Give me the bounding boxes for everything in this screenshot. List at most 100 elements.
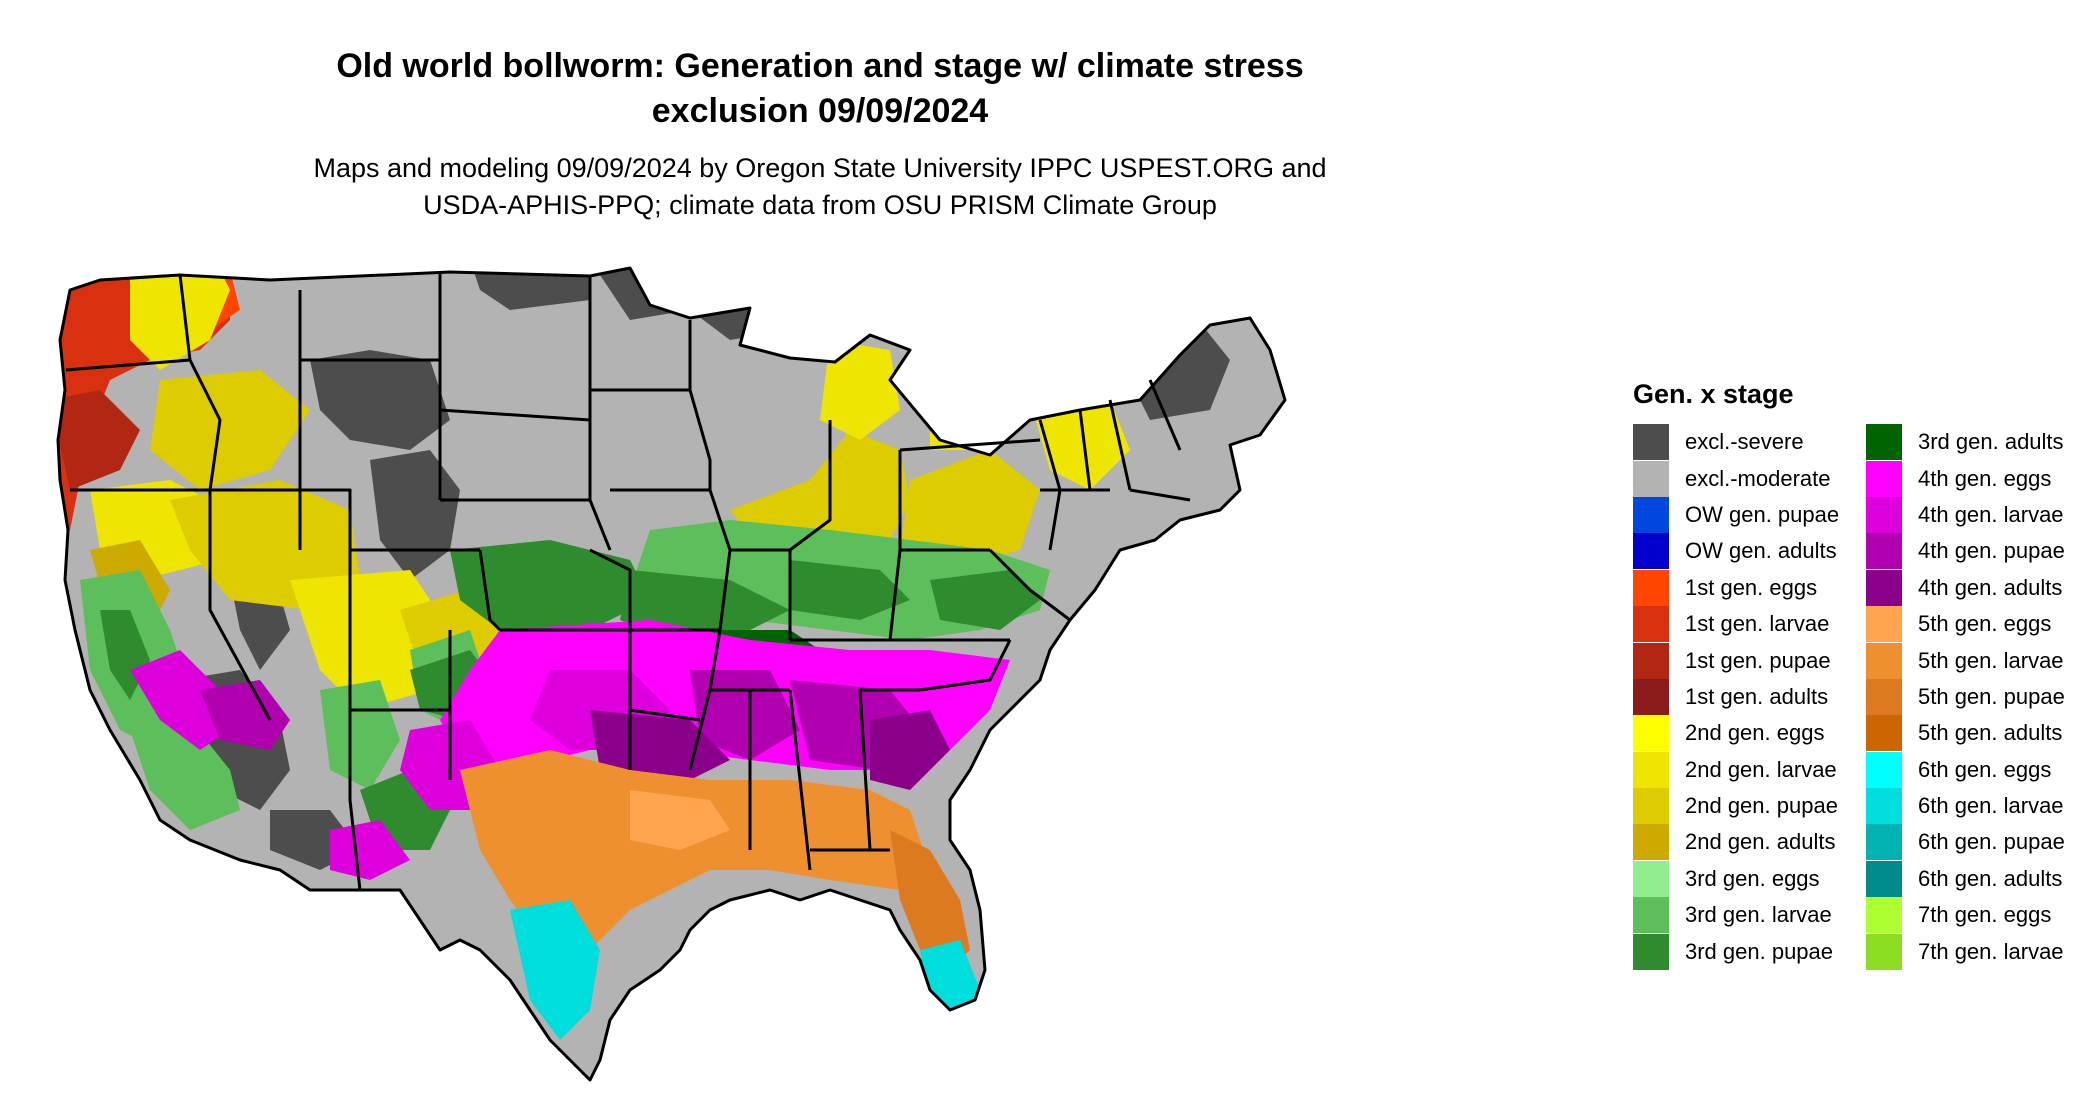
legend-swatch	[1866, 788, 1902, 825]
legend-item: 5th gen. eggs	[1866, 606, 2065, 643]
map-subtitle-line-2: USDA-APHIS-PPQ; climate data from OSU PR…	[423, 190, 1217, 220]
legend-swatch	[1866, 897, 1902, 934]
legend-label: 3rd gen. larvae	[1685, 902, 1832, 928]
legend-label: 2nd gen. adults	[1685, 829, 1836, 855]
legend-item: 7th gen. eggs	[1866, 897, 2065, 934]
legend-item: 2nd gen. pupae	[1633, 788, 1866, 825]
legend-item: 2nd gen. eggs	[1633, 715, 1866, 752]
legend-item: 7th gen. larvae	[1866, 933, 2065, 970]
legend-swatch	[1633, 424, 1669, 461]
legend-swatch	[1866, 824, 1902, 861]
legend-swatch	[1633, 460, 1669, 497]
legend-swatch	[1633, 496, 1669, 533]
map-title-line-1: Old world bollworm: Generation and stage…	[336, 47, 1304, 85]
legend-item: 1st gen. adults	[1633, 678, 1866, 715]
legend-swatch	[1633, 933, 1669, 970]
legend-item: 6th gen. eggs	[1866, 751, 2065, 788]
legend-label: 3rd gen. eggs	[1685, 865, 1820, 891]
legend-label: 6th gen. larvae	[1918, 793, 2064, 819]
legend-swatch	[1633, 788, 1669, 825]
legend-swatch	[1633, 678, 1669, 715]
map-title: Old world bollworm: Generation and stage…	[160, 44, 1480, 134]
map-subtitle-line-1: Maps and modeling 09/09/2024 by Oregon S…	[313, 153, 1327, 183]
legend-swatch	[1866, 751, 1902, 788]
map-title-line-2: exclusion 09/09/2024	[651, 92, 989, 130]
legend-title: Gen. x stage	[1633, 379, 1794, 409]
legend-item: 1st gen. eggs	[1633, 569, 1866, 606]
legend-item: OW gen. pupae	[1633, 496, 1866, 533]
legend-item: 5th gen. adults	[1866, 715, 2065, 752]
legend-label: 7th gen. eggs	[1918, 902, 2052, 928]
legend-item: 6th gen. adults	[1866, 860, 2065, 897]
legend-label: 7th gen. larvae	[1918, 938, 2064, 964]
legend-item: 1st gen. pupae	[1633, 642, 1866, 679]
legend-item: 1st gen. larvae	[1633, 606, 1866, 643]
legend-swatch	[1866, 533, 1902, 570]
legend-swatch	[1866, 460, 1902, 497]
legend-swatch	[1633, 897, 1669, 934]
legend-swatch	[1866, 569, 1902, 606]
legend-swatch	[1633, 606, 1669, 643]
legend-swatch	[1633, 642, 1669, 679]
legend-item: 5th gen. larvae	[1866, 642, 2065, 679]
legend-label: OW gen. pupae	[1685, 501, 1840, 527]
legend-label: 1st gen. eggs	[1685, 574, 1818, 600]
legend-label: 5th gen. eggs	[1918, 611, 2052, 637]
legend-swatch	[1866, 496, 1902, 533]
legend-swatch	[1866, 642, 1902, 679]
legend-label: 3rd gen. pupae	[1685, 938, 1834, 964]
legend-item: 6th gen. larvae	[1866, 788, 2065, 825]
legend-label: 4th gen. eggs	[1918, 465, 2052, 491]
legend-label: 2nd gen. larvae	[1685, 756, 1837, 782]
legend-swatch	[1633, 751, 1669, 788]
legend-item: 4th gen. pupae	[1866, 533, 2065, 570]
legend-label: 1st gen. larvae	[1685, 611, 1830, 637]
legend-item: 4th gen. eggs	[1866, 460, 2065, 497]
legend-item: 6th gen. pupae	[1866, 824, 2065, 861]
legend-item: 2nd gen. larvae	[1633, 751, 1866, 788]
us-map	[30, 250, 1600, 1100]
legend-label: 6th gen. pupae	[1918, 829, 2065, 855]
map-subtitle: Maps and modeling 09/09/2024 by Oregon S…	[160, 150, 1480, 224]
legend-swatch	[1633, 569, 1669, 606]
legend-item: OW gen. adults	[1633, 533, 1866, 570]
legend-item: 4th gen. larvae	[1866, 496, 2065, 533]
legend-item: 3rd gen. larvae	[1633, 897, 1866, 934]
legend-label: 1st gen. pupae	[1685, 647, 1831, 673]
legend-label: 6th gen. eggs	[1918, 756, 2052, 782]
legend-swatch	[1866, 678, 1902, 715]
legend-label: 5th gen. adults	[1918, 720, 2063, 746]
legend-swatch	[1633, 860, 1669, 897]
legend-item: 3rd gen. adults	[1866, 424, 2065, 461]
legend-label: 1st gen. adults	[1685, 683, 1829, 709]
legend-item: 3rd gen. eggs	[1633, 860, 1866, 897]
legend-label: 5th gen. pupae	[1918, 683, 2065, 709]
legend-label: 2nd gen. pupae	[1685, 793, 1838, 819]
legend-item: excl.-moderate	[1633, 460, 1866, 497]
legend-column-1: excl.-severe excl.-moderate OW gen. pupae O…	[1633, 424, 1866, 970]
legend-swatch	[1866, 933, 1902, 970]
legend-swatch	[1633, 824, 1669, 861]
legend-swatch	[1866, 715, 1902, 752]
legend-label: 4th gen. pupae	[1918, 538, 2065, 564]
legend-label: 5th gen. larvae	[1918, 647, 2064, 673]
legend-swatch	[1866, 606, 1902, 643]
legend-swatch	[1866, 424, 1902, 461]
legend-label: 6th gen. adults	[1918, 865, 2063, 891]
legend-label: excl.-severe	[1685, 429, 1804, 455]
legend-item: 3rd gen. pupae	[1633, 933, 1866, 970]
map-legend: Gen. x stage excl.-severe excl.-moderate O…	[1633, 378, 2093, 970]
legend-label: 2nd gen. eggs	[1685, 720, 1825, 746]
legend-swatch	[1866, 860, 1902, 897]
legend-column-2: 3rd gen. adults 4th gen. eggs 4th gen. lar…	[1866, 424, 2065, 970]
legend-label: 4th gen. larvae	[1918, 501, 2064, 527]
legend-item: 2nd gen. adults	[1633, 824, 1866, 861]
legend-item: 4th gen. adults	[1866, 569, 2065, 606]
legend-item: 5th gen. pupae	[1866, 678, 2065, 715]
legend-label: 4th gen. adults	[1918, 574, 2063, 600]
legend-swatch	[1633, 533, 1669, 570]
legend-item: excl.-severe	[1633, 424, 1866, 461]
legend-swatch	[1633, 715, 1669, 752]
legend-label: 3rd gen. adults	[1918, 429, 2064, 455]
legend-label: excl.-moderate	[1685, 465, 1831, 491]
